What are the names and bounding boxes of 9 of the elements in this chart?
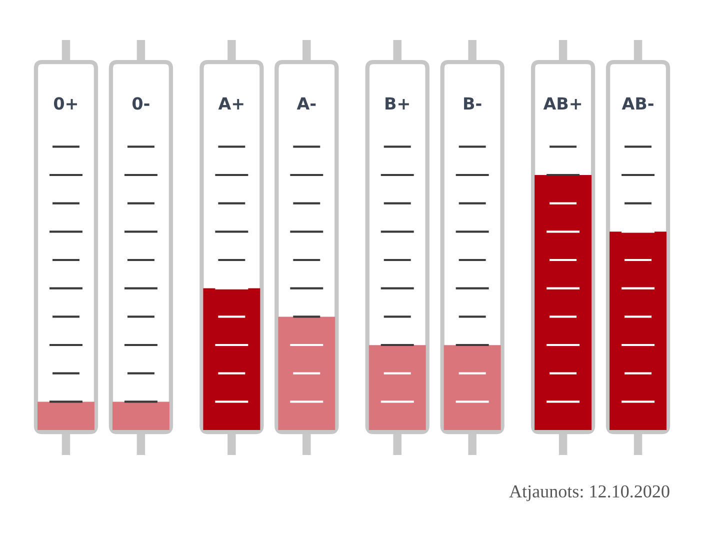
x-tick-label: A+: [218, 97, 244, 110]
x-tick-label: B+: [386, 97, 409, 110]
x-tick-label: 0+: [54, 97, 77, 110]
x-tick-label: B-: [464, 97, 482, 110]
x-tick-label: A-: [296, 97, 316, 110]
x-tick-label: AB-: [622, 97, 654, 110]
x-tick-label: AB+: [543, 97, 582, 110]
text: Atjaunots: 12.10.2020: [509, 485, 670, 502]
x-tick-label: 0-: [132, 97, 150, 110]
